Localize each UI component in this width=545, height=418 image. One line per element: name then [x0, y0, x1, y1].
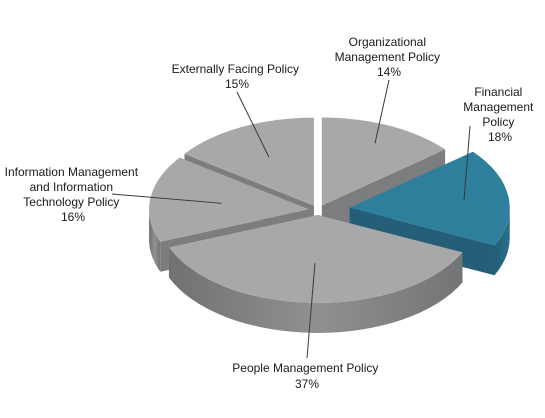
- pct-information: 16%: [61, 210, 85, 224]
- label-leaders: [111, 79, 471, 359]
- label-information: Information Management and Information T…: [5, 165, 142, 224]
- pct-externally: 15%: [225, 77, 249, 91]
- pct-people: 37%: [295, 377, 319, 391]
- label-financial: Financial Management Policy 18%: [463, 85, 536, 144]
- leader-financial: [463, 125, 471, 200]
- leader-people: [306, 263, 316, 359]
- slice-financial: [349, 151, 510, 246]
- slice-people: [168, 214, 463, 303]
- slice-organizational: [321, 117, 446, 206]
- label-externally: Externally Facing Policy 15%: [172, 62, 303, 91]
- pct-financial: 18%: [488, 130, 512, 144]
- pie-tops: [149, 117, 510, 303]
- pct-organizational: 14%: [377, 65, 401, 79]
- label-organizational: Organizational Management Policy 14%: [335, 35, 444, 79]
- slice-information: [149, 157, 310, 242]
- leader-information: [111, 193, 222, 204]
- leader-externally: [236, 91, 270, 158]
- slice-externally: [184, 117, 314, 206]
- leader-organizational: [374, 79, 390, 144]
- label-people: People Management Policy 37%: [232, 361, 381, 391]
